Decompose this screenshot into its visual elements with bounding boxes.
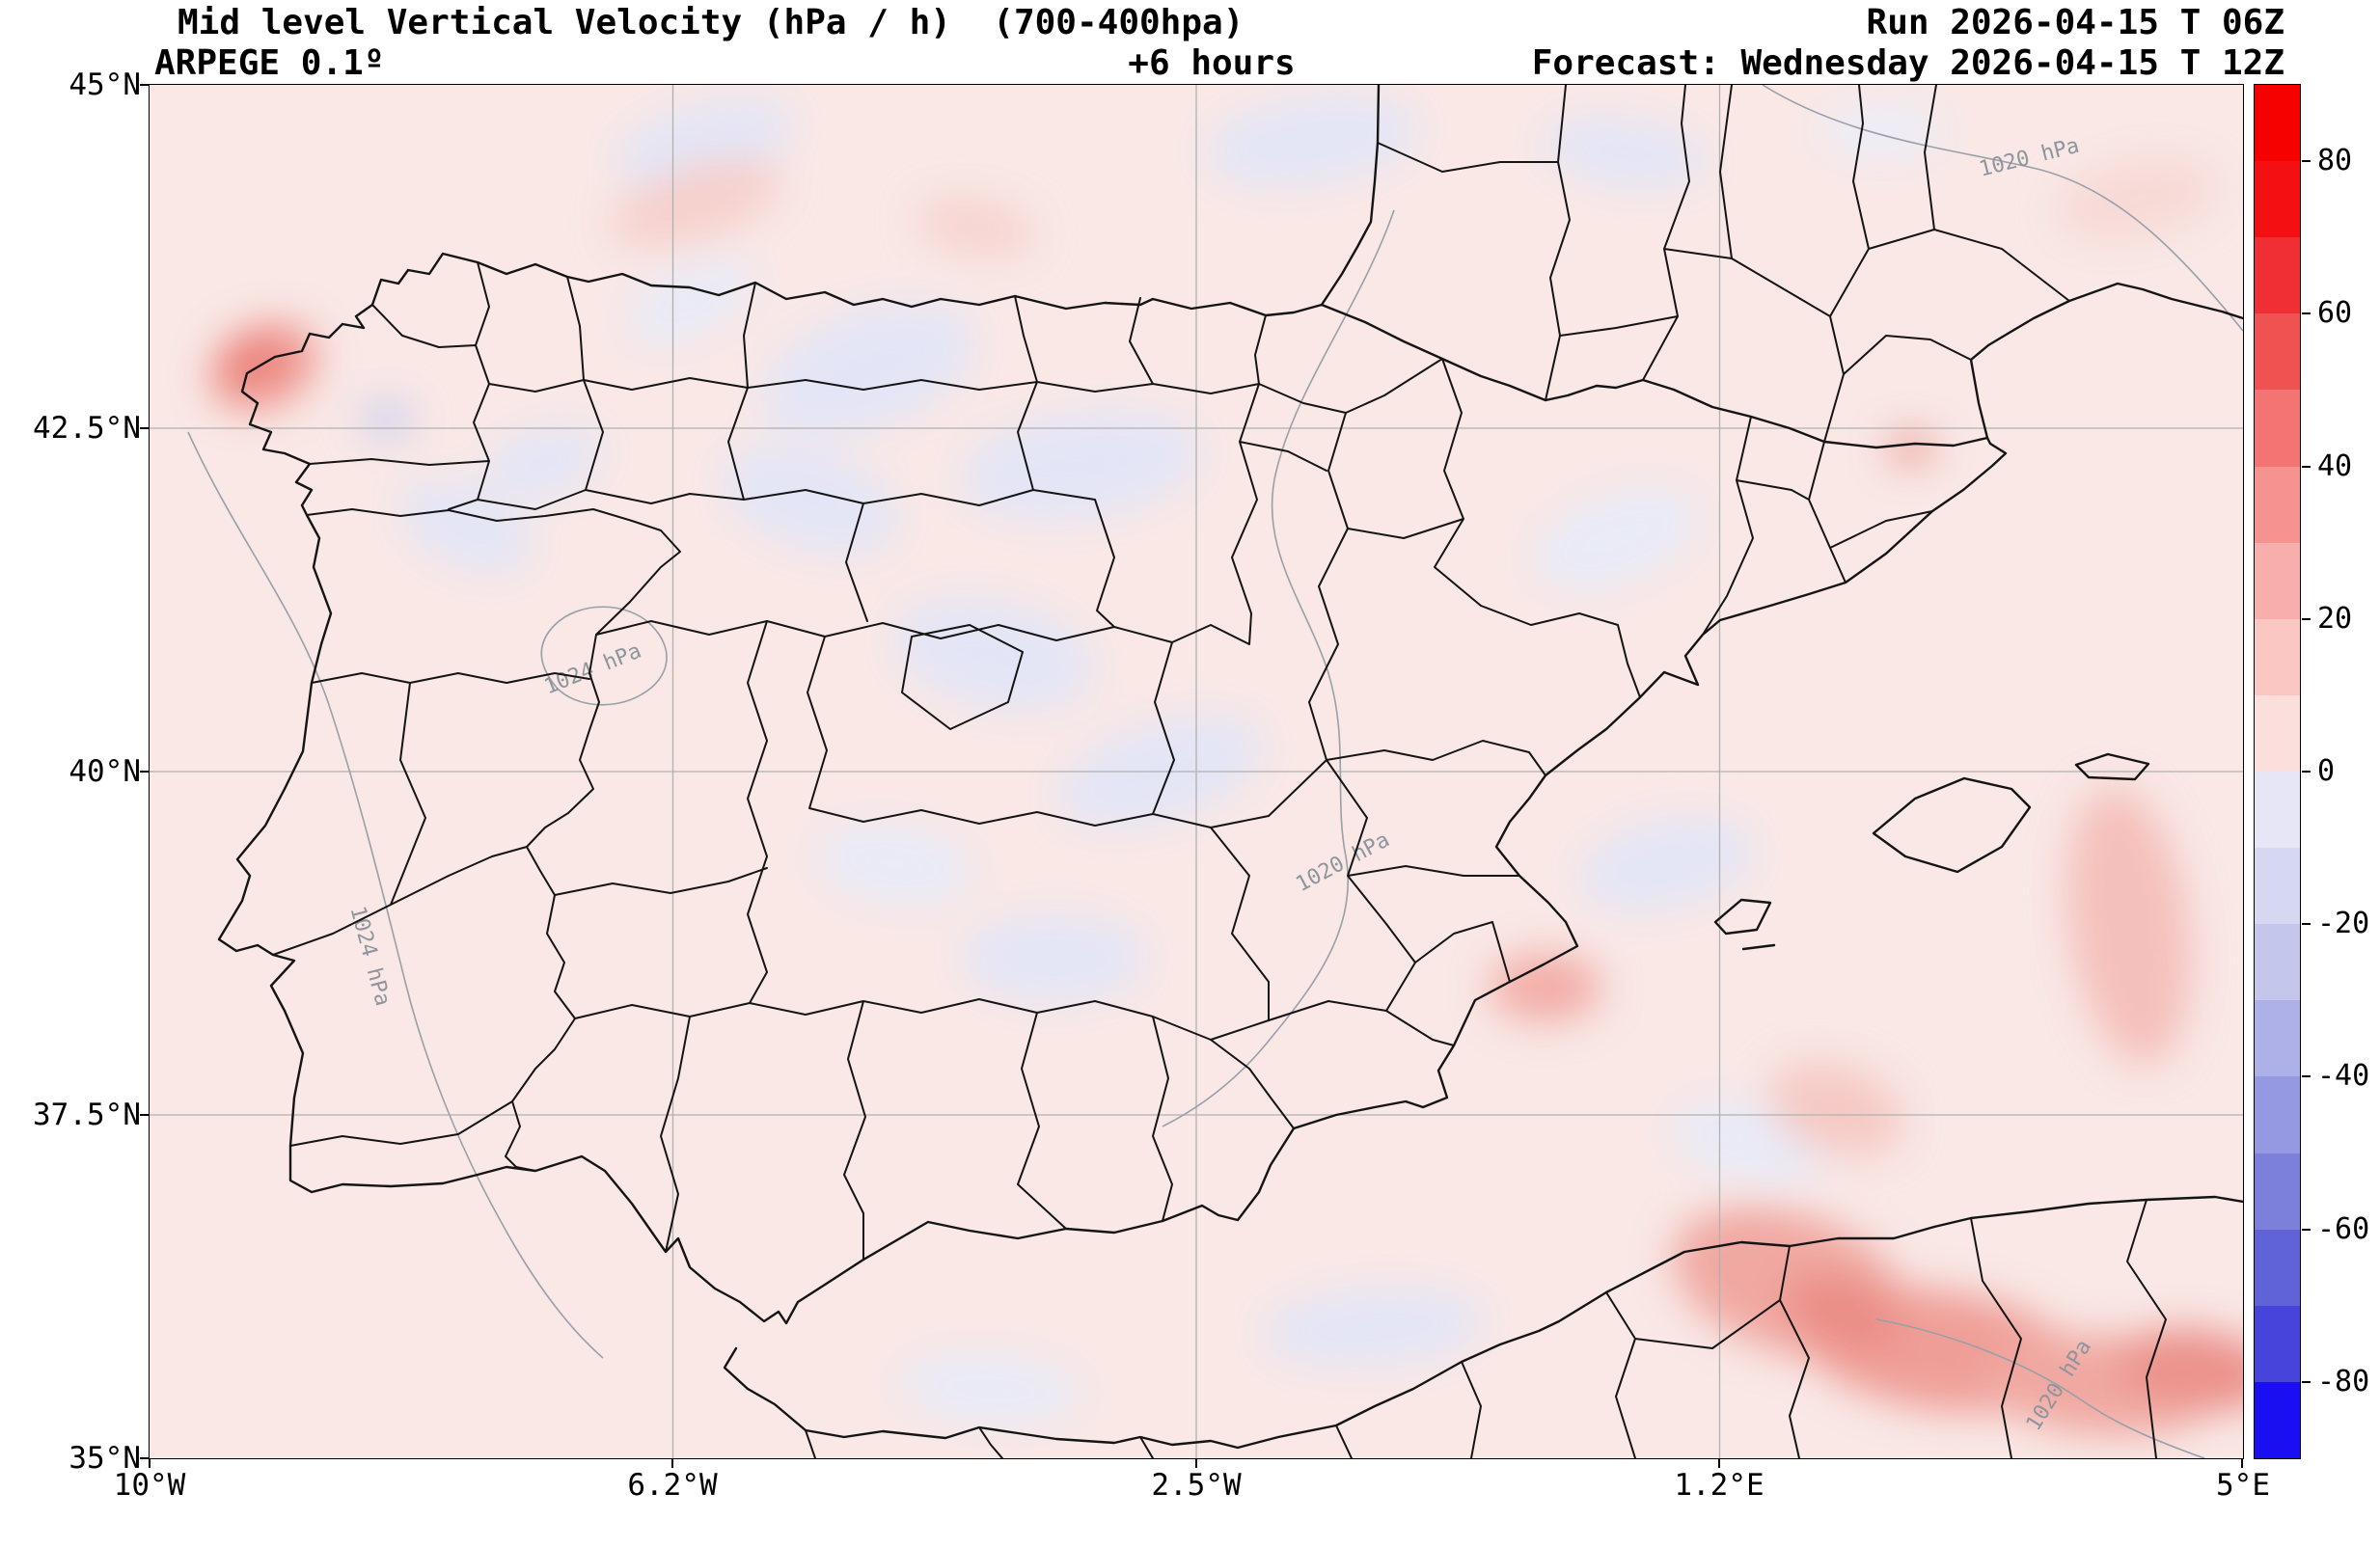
- colorbar-segment: [2255, 1229, 2300, 1306]
- x-axis-label: 5°E: [2216, 1468, 2270, 1503]
- colorbar-tick-mark: [2302, 312, 2311, 315]
- x-tick-mark: [2241, 1459, 2243, 1468]
- x-axis-label: 1.2°E: [1674, 1468, 1764, 1503]
- x-tick-mark: [671, 1459, 673, 1468]
- iberia-coastline: [217, 252, 2008, 1325]
- north-africa-internal-borders: [805, 1199, 2167, 1459]
- colorbar-tick-mark: [2302, 160, 2311, 163]
- colorbar-tick-mark: [2302, 1380, 2311, 1383]
- x-axis-label: 6.2°W: [627, 1468, 718, 1503]
- colorbar-segment: [2255, 161, 2300, 238]
- colorbar-segment: [2255, 1381, 2300, 1458]
- colorbar-segment: [2255, 694, 2300, 772]
- colorbar-segment: [2255, 390, 2300, 467]
- model-label: ARPEGE 0.1º: [154, 43, 385, 83]
- colorbar-tick-label: 40: [2317, 448, 2353, 483]
- chart-title: Mid level Vertical Velocity (hPa / h) (7…: [178, 3, 1245, 42]
- colorbar-segment: [2255, 1076, 2300, 1153]
- colorbar-tick-label: 60: [2317, 296, 2353, 331]
- colorbar: [2254, 84, 2301, 1459]
- colorbar-tick-label: -40: [2317, 1059, 2370, 1094]
- colorbar-segment: [2255, 1000, 2300, 1077]
- spain-castile-borders: [477, 379, 1327, 645]
- colorbar-tick-label: -80: [2317, 1364, 2370, 1398]
- forecast-valid-label: Forecast: Wednesday 2026-04-15 T 12Z: [1531, 43, 2284, 83]
- run-label: Run 2026-04-15 T 06Z: [1866, 3, 2284, 42]
- colorbar-tick-mark: [2302, 1228, 2311, 1231]
- colorbar-segment: [2255, 237, 2300, 314]
- spain-center-borders: [554, 620, 1327, 1021]
- colorbar-segment: [2255, 1153, 2300, 1230]
- colorbar-segment: [2255, 618, 2300, 695]
- north-africa-coastline: [723, 1195, 2245, 1450]
- y-tick-mark: [140, 771, 149, 773]
- colorbar-tick-mark: [2302, 771, 2311, 773]
- isobar-contours: [187, 84, 2244, 1459]
- spain-south-borders: [574, 998, 1295, 1261]
- map-boundaries: [217, 83, 2245, 1459]
- colorbar-segment: [2255, 85, 2300, 162]
- colorbar-tick-label: -20: [2317, 907, 2370, 941]
- y-tick-mark: [140, 427, 149, 429]
- colorbar-tick-mark: [2302, 617, 2311, 620]
- colorbar-segment: [2255, 313, 2300, 391]
- france-mediterranean-coast: [1969, 282, 2245, 440]
- colorbar-segment: [2255, 1305, 2300, 1382]
- colorbar-segment: [2255, 466, 2300, 543]
- y-tick-mark: [140, 84, 149, 86]
- colorbar-tick-mark: [2302, 923, 2311, 926]
- spain-north-borders: [309, 261, 1443, 510]
- colorbar-tick-mark: [2302, 1075, 2311, 1078]
- weather-map-svg: 1020 hPa 1024 hPa 1020 hPa 1024 hPa 1020…: [150, 83, 2276, 1459]
- x-axis-label: 2.5°W: [1151, 1468, 1242, 1503]
- balearic-islands: [1713, 752, 2150, 951]
- spain-east-borders: [1210, 358, 1933, 1046]
- y-tick-mark: [140, 1457, 149, 1459]
- france-internal-borders: [1377, 84, 2070, 443]
- y-axis-label: 40°N: [68, 754, 141, 789]
- lead-time-label: +6 hours: [1128, 43, 1296, 83]
- portugal-spain-border: [306, 508, 681, 1172]
- colorbar-gradient: [2255, 85, 2300, 1458]
- y-axis-label: 42.5°N: [33, 411, 141, 446]
- y-axis-label: 45°N: [68, 68, 141, 102]
- x-tick-mark: [1718, 1459, 1720, 1468]
- portugal-internal-borders: [272, 672, 590, 1147]
- map-panel: 1020 hPa 1024 hPa 1020 hPa 1024 hPa 1020…: [149, 83, 2276, 1459]
- colorbar-tick-label: 20: [2317, 601, 2353, 636]
- colorbar-segment: [2255, 924, 2300, 1001]
- colorbar-tick-label: 0: [2317, 754, 2336, 788]
- colorbar-segment: [2255, 848, 2300, 925]
- colorbar-tick-label: 80: [2317, 144, 2353, 178]
- x-tick-mark: [1195, 1459, 1197, 1468]
- y-axis-label: 37.5°N: [33, 1098, 141, 1132]
- x-axis-label: 10°W: [113, 1468, 186, 1503]
- vertical-velocity-shading: [209, 95, 2276, 1436]
- y-tick-mark: [140, 1114, 149, 1116]
- x-tick-mark: [149, 1459, 150, 1468]
- y-axis-label: 35°N: [68, 1441, 141, 1476]
- colorbar-tick-mark: [2302, 465, 2311, 468]
- colorbar-segment: [2255, 542, 2300, 619]
- graticule-grid: [150, 85, 2243, 1458]
- colorbar-tick-label: -60: [2317, 1211, 2370, 1246]
- colorbar-segment: [2255, 771, 2300, 849]
